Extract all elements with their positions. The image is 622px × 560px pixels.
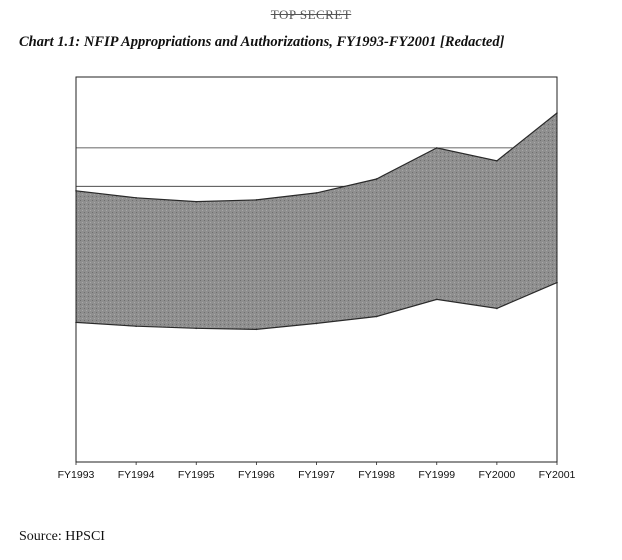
upper-point-FY1995: [195, 200, 198, 203]
x-tick-label-FY1996: FY1996: [238, 469, 275, 481]
lower-point-FY1995: [195, 327, 198, 330]
lower-point-FY1998: [375, 315, 378, 318]
upper-point-FY1996: [255, 199, 258, 201]
lower-point-FY2000: [496, 307, 498, 310]
data-band: [75, 112, 558, 331]
x-tick-label-FY1995: FY1995: [178, 469, 215, 481]
upper-point-FY1997: [315, 192, 318, 194]
lower-point-FY1997: [315, 322, 318, 325]
classification-marking: TOP SECRET: [270, 7, 352, 22]
band-area: [76, 113, 557, 330]
x-tick-label-FY1999: FY1999: [418, 469, 455, 481]
upper-point-FY1998: [375, 178, 378, 180]
x-tick-label-FY1998: FY1998: [358, 469, 395, 481]
x-tick-label-FY1994: FY1994: [118, 469, 155, 481]
x-tick-label-FY1993: FY1993: [58, 469, 95, 481]
upper-point-FY1999: [435, 147, 438, 149]
lower-point-FY1999: [435, 298, 438, 301]
chart-title: Chart 1.1: NFIP Appropriations and Autho…: [19, 34, 505, 50]
x-tick-label-FY2000: FY2000: [478, 469, 515, 481]
upper-point-FY2000: [496, 160, 498, 162]
x-axis-ticks: FY1993 FY1994 FY1995 FY1996 FY1997 FY1998 FY19…: [58, 462, 576, 481]
x-tick-label-FY2001: FY2001: [539, 469, 576, 481]
lower-point-FY1994: [135, 325, 137, 328]
lower-point-FY1996: [255, 328, 258, 331]
source-note: Source: HPSCI: [19, 529, 105, 544]
upper-point-FY1994: [135, 197, 137, 199]
x-tick-label-FY1997: FY1997: [298, 469, 335, 481]
